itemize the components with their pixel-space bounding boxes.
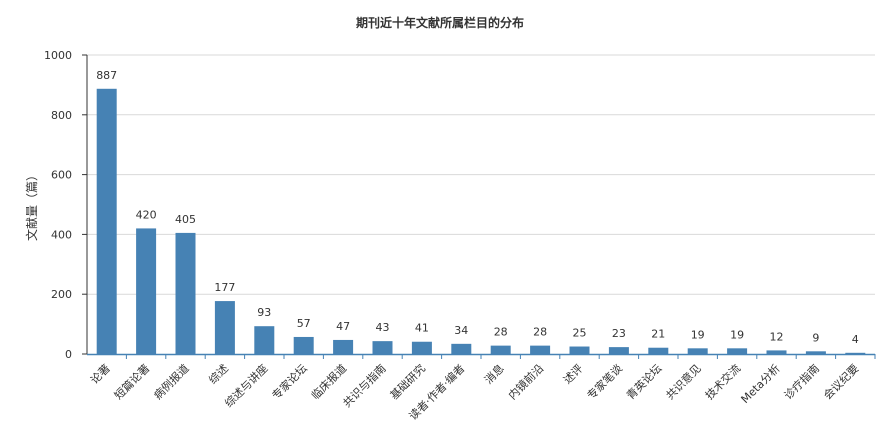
data-label: 93 — [257, 306, 271, 319]
x-tick-label: 综述 — [206, 361, 231, 386]
x-tick-label: 短篇论著 — [111, 361, 152, 402]
x-tick-label: 论著 — [87, 361, 112, 386]
data-label: 177 — [214, 281, 235, 294]
x-tick-label: 述评 — [561, 362, 586, 387]
bar — [333, 339, 354, 354]
y-tick-label: 600 — [51, 169, 72, 182]
bar — [569, 346, 590, 354]
bar — [490, 345, 511, 354]
x-tick-label: Meta分析 — [738, 361, 783, 406]
bar — [411, 341, 432, 354]
bar — [96, 88, 117, 355]
bar — [136, 228, 157, 354]
y-tick-label: 400 — [51, 228, 72, 241]
data-label: 420 — [136, 208, 157, 221]
x-tick-label: 临床报道 — [308, 361, 349, 402]
x-tick-label: 会议纪要 — [821, 362, 861, 402]
data-label: 41 — [415, 322, 429, 335]
bar — [805, 351, 826, 354]
bar — [372, 341, 393, 354]
x-tick-label: 内镜前沿 — [505, 361, 546, 402]
data-label: 887 — [96, 69, 117, 82]
data-label: 4 — [852, 333, 859, 346]
data-label: 57 — [297, 317, 311, 330]
data-label: 19 — [691, 328, 705, 341]
y-tick-label: 200 — [51, 288, 72, 301]
x-tick-label: 诊疗指南 — [781, 361, 822, 402]
data-label: 23 — [612, 327, 626, 340]
x-tick-label: 基础研究 — [387, 361, 428, 402]
bar — [648, 347, 669, 354]
bar — [293, 336, 314, 354]
x-tick-label: 专家论坛 — [269, 361, 310, 402]
data-labels: 887 论著 420 短篇论著 405 病例报道 177 综述 93 综述与讲座 57 专家论坛 47 临… — [87, 69, 861, 423]
x-tick-label: 共识意见 — [663, 361, 704, 402]
x-tick-label: 消息 — [481, 361, 506, 386]
bar — [175, 232, 196, 354]
bar — [766, 350, 787, 354]
x-tick-label: 青英论坛 — [623, 361, 664, 402]
x-tick-label: 共识与指南 — [340, 361, 389, 410]
bar — [845, 352, 866, 354]
x-tick-label: 病例报道 — [151, 361, 192, 402]
bar — [451, 343, 472, 354]
data-label: 28 — [494, 326, 508, 339]
data-label: 9 — [812, 331, 819, 344]
y-tick-label: 0 — [65, 348, 72, 361]
bar — [727, 348, 748, 354]
data-label: 21 — [651, 328, 665, 341]
data-label: 34 — [454, 324, 468, 337]
data-label: 19 — [730, 328, 744, 341]
data-label: 47 — [336, 320, 350, 333]
bars — [96, 88, 866, 355]
axes: 0 200 400 600 800 1000 — [44, 49, 876, 361]
data-label: 12 — [770, 330, 784, 343]
bar — [687, 348, 708, 354]
data-label: 25 — [573, 327, 587, 340]
x-tick-label: 综述与讲座 — [222, 361, 271, 410]
x-tick-label: 技术交流 — [702, 361, 743, 402]
bar — [530, 345, 551, 354]
bar — [214, 301, 235, 354]
data-label: 28 — [533, 326, 547, 339]
y-axis-label: 文献量（篇） — [24, 169, 39, 241]
bar — [254, 326, 275, 354]
gridlines — [87, 54, 875, 295]
y-tick-label: 800 — [51, 109, 72, 122]
data-label: 43 — [376, 321, 390, 334]
y-tick-label: 1000 — [44, 49, 72, 62]
chart-title: 期刊近十年文献所属栏目的分布 — [356, 15, 524, 30]
bar — [608, 347, 629, 354]
data-label: 405 — [175, 213, 196, 226]
x-tick-label: 专家笔谈 — [584, 361, 625, 402]
